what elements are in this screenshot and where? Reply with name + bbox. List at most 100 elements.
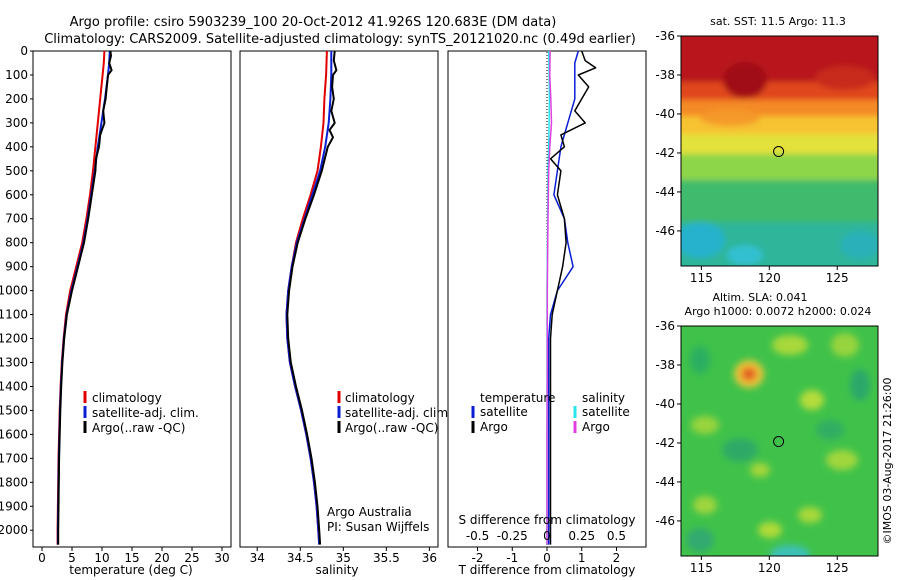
pressure-tick-label: 1600: [0, 427, 28, 441]
pressure-tick-label: 800: [5, 236, 28, 250]
x-tick-label: 10: [94, 551, 109, 565]
sla-anomaly: [800, 390, 824, 410]
pressure-tick-label: 0: [20, 44, 28, 58]
legend-label-climatology: climatology: [345, 391, 415, 405]
temperature-panel: 0100200300400500600700800900100011001200…: [0, 44, 232, 577]
pressure-tick-label: 1300: [0, 355, 28, 369]
pressure-tick-label: 1400: [0, 379, 28, 393]
temperature-xticks: 0 5 10 15 20 25 30: [38, 547, 230, 565]
pressure-tick-label: 700: [5, 212, 28, 226]
temperature-legend: climatology satellite-adj. clim. Argo(..…: [83, 391, 199, 435]
secondary-tick-label: -0.5: [466, 529, 489, 543]
pressure-tick-label: 1100: [0, 308, 28, 322]
x-tick-label: 15: [124, 551, 139, 565]
sla-map-frame: [680, 325, 879, 557]
map-y-tick-label: -46: [655, 224, 675, 238]
sla-field: [686, 333, 870, 556]
map-x-tick-label: 125: [826, 271, 849, 285]
series-line-argo-raw-qc-: [286, 50, 338, 545]
map-y-tick-label: -44: [655, 185, 675, 199]
x-tick-label: 0: [38, 551, 46, 565]
legend-label-argo: Argo(..raw -QC): [345, 421, 438, 435]
sla-anomaly: [691, 416, 719, 434]
x-tick-label: 35.5: [373, 551, 400, 565]
pressure-tick-label: 1700: [0, 451, 28, 465]
secondary-tick-label: 0.25: [568, 529, 595, 543]
x-tick-label: 30: [214, 551, 229, 565]
salinity-diff-xticks: -0.5 -0.25 0 0.25 0.5: [466, 529, 626, 543]
difference-lines: [546, 50, 597, 545]
sla-anomaly: [850, 369, 870, 401]
annotation-line-2: PI: Susan Wijffels: [327, 520, 429, 534]
pressure-tick-label: 100: [5, 68, 28, 82]
sst-map-panel: sat. SST: 11.5 Argo: 11.3 115: [655, 15, 879, 285]
secondary-tick-label: 0.5: [607, 529, 626, 543]
salinity-plot-frame: [239, 50, 439, 548]
sla-anomaly: [831, 333, 859, 357]
map-x-tick-label: 120: [758, 271, 781, 285]
sla-anomaly: [826, 450, 858, 470]
sst-argo-location-marker: [773, 146, 785, 158]
sst-field: [681, 36, 878, 266]
legend-title-salinity: salinity: [582, 391, 625, 405]
pressure-tick-label: 300: [5, 116, 28, 130]
x-tick-label: 2: [613, 551, 621, 565]
pressure-tick-label: 1200: [0, 332, 28, 346]
sst-map-ticks: 115 120 125 -36 -38 -40 -42 -44 -46: [655, 29, 848, 285]
x-tick-label: 25: [184, 551, 199, 565]
x-tick-label: 36: [422, 551, 437, 565]
sla-anomaly: [686, 528, 714, 552]
x-tick-label: -1: [506, 551, 518, 565]
temperature-xlabel: temperature (deg C): [69, 563, 192, 577]
sst-band: [681, 154, 878, 182]
map-y-tick-label: -42: [655, 146, 675, 160]
sst-band: [681, 134, 878, 156]
sla-map-ticks: 115 120 125 -36 -38 -40 -42 -44 -46: [655, 319, 848, 575]
salinity-xlabel: salinity: [315, 563, 358, 577]
sst-warm-tongue: [700, 110, 760, 126]
pressure-tick-label: 1500: [0, 403, 28, 417]
difference-xticks: -2 -1 0 1 2: [472, 547, 621, 565]
sla-anomaly: [758, 522, 782, 538]
sst-cool-patch: [727, 245, 763, 265]
map-y-tick-label: -42: [655, 436, 675, 450]
x-tick-label: 20: [154, 551, 169, 565]
sst-warm-core: [723, 62, 767, 98]
pressure-tick-label: 900: [5, 260, 28, 274]
sla-anomaly: [750, 463, 770, 477]
legend-title-temperature: temperature: [480, 391, 555, 405]
sst-warm-patch: [815, 66, 875, 90]
map-x-tick-label: 115: [690, 271, 713, 285]
sla-anomaly: [816, 420, 844, 440]
difference-xlabel: T difference from climatology: [458, 563, 636, 577]
pressure-tick-label: 1000: [0, 284, 28, 298]
map-y-tick-label: -44: [655, 475, 675, 489]
series-line-salinity-argo: [546, 50, 553, 545]
sla-anomaly: [690, 346, 710, 374]
sla-anomaly: [770, 545, 810, 556]
legend-label-temp-argo: Argo: [480, 420, 508, 434]
sla-map-panel: Altim. SLA: 0.041 Argo h1000: 0.0072 h20…: [655, 291, 879, 575]
sla-eddy-core: [744, 370, 754, 378]
header-line-1: Argo profile: csiro 5903239_100 20-Oct-2…: [70, 15, 557, 30]
salinity-legend: climatology satellite-adj. clim. Argo(..…: [337, 391, 452, 435]
legend-label-satellite: satellite-adj. clim.: [345, 406, 452, 420]
secondary-tick-label: 0: [543, 529, 551, 543]
legend-label-climatology: climatology: [92, 391, 162, 405]
pressure-tick-label: 200: [5, 92, 28, 106]
salinity-panel: 34 34.5 35 35.5 36 climatology satellite-adj…: [239, 50, 452, 577]
map-y-tick-label: -40: [655, 107, 675, 121]
map-y-tick-label: -38: [655, 68, 675, 82]
pressure-ticks: 0 100 200 300 400 500 600 700 800 900 1000 1100 1200…: [0, 44, 33, 537]
map-x-tick-label: 115: [690, 561, 713, 575]
x-tick-label: 35: [336, 551, 351, 565]
temperature-lines: [56, 50, 113, 545]
pressure-tick-label: 1900: [0, 499, 28, 513]
series-line-temperature-argo: [549, 50, 597, 545]
pressure-tick-label: 1800: [0, 475, 28, 489]
map-y-tick-label: -36: [655, 29, 675, 43]
sst-band: [681, 180, 878, 225]
map-y-tick-label: -38: [655, 358, 675, 372]
map-y-tick-label: -36: [655, 319, 675, 333]
